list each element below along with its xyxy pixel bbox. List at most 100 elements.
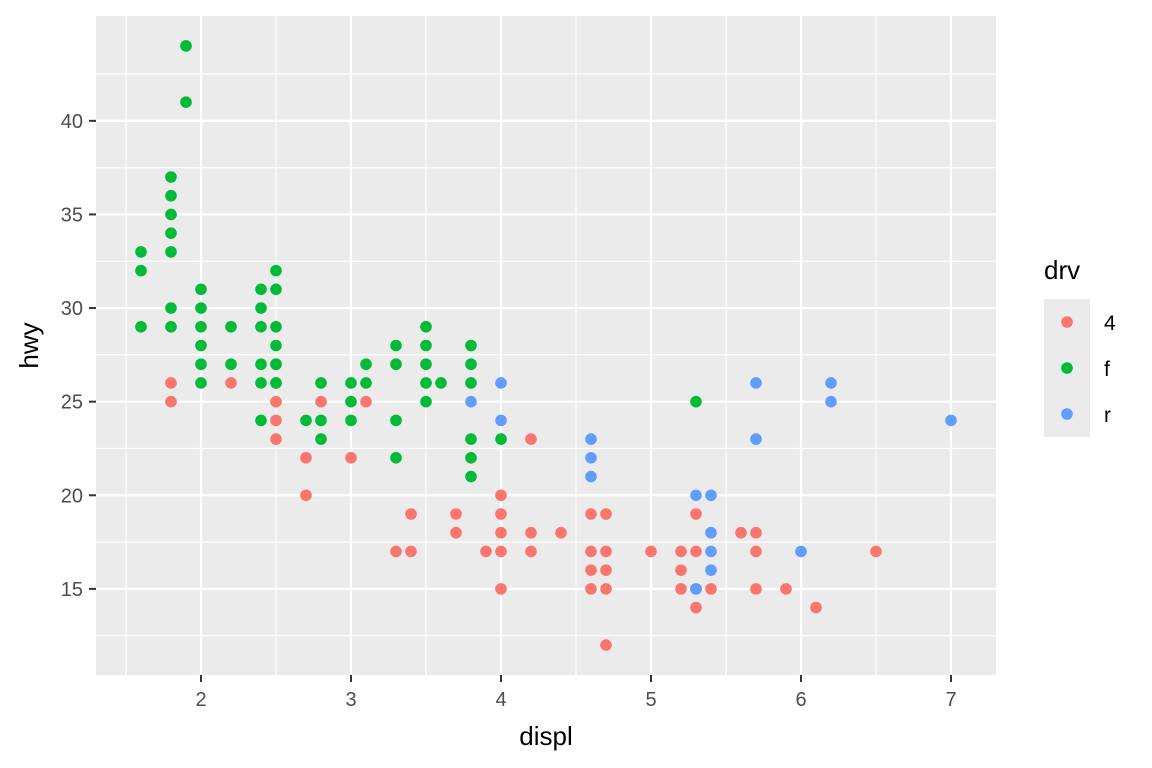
data-point-4 <box>300 452 312 464</box>
legend-label-f: f <box>1104 358 1110 381</box>
data-point-4 <box>495 489 507 502</box>
data-point-f <box>345 377 357 389</box>
data-point-f <box>390 414 402 427</box>
legend-key-f <box>1061 362 1073 374</box>
data-point-4 <box>345 452 357 464</box>
legend-label-4: 4 <box>1104 312 1116 335</box>
data-point-f <box>195 320 207 333</box>
data-point-f <box>165 320 177 333</box>
data-point-r <box>795 545 807 558</box>
data-point-f <box>165 189 177 202</box>
data-point-r <box>585 452 597 464</box>
data-point-f <box>420 395 432 408</box>
data-point-r <box>690 489 702 502</box>
y-tick-label: 35 <box>61 204 83 226</box>
data-point-f <box>315 433 327 445</box>
data-points <box>135 40 957 651</box>
data-point-4 <box>450 526 462 539</box>
data-point-r <box>585 433 597 445</box>
legend-label-r: r <box>1104 404 1111 427</box>
data-point-f <box>135 320 147 333</box>
y-tick-label: 40 <box>61 111 83 133</box>
x-tick-label: 3 <box>345 689 356 711</box>
data-point-4 <box>300 489 312 502</box>
data-point-4 <box>525 526 537 539</box>
legend-entries: 4 fr <box>1061 312 1116 427</box>
data-point-f <box>270 320 282 333</box>
data-point-f <box>465 452 477 464</box>
data-point-4 <box>225 377 237 389</box>
data-point-4 <box>600 583 612 595</box>
data-point-f <box>270 339 282 352</box>
data-point-f <box>255 358 267 371</box>
data-point-r <box>705 489 717 502</box>
data-point-4 <box>690 601 702 614</box>
data-point-f <box>165 227 177 239</box>
data-point-4 <box>585 564 597 576</box>
x-axis-title: displ <box>519 721 572 751</box>
y-tick-label: 30 <box>61 298 83 320</box>
data-point-4 <box>525 545 537 558</box>
data-point-4 <box>705 583 717 595</box>
data-point-4 <box>315 395 327 408</box>
data-point-4 <box>495 583 507 595</box>
x-tick-label: 7 <box>945 689 956 711</box>
data-point-f <box>195 358 207 371</box>
data-point-4 <box>690 508 702 520</box>
data-point-4 <box>480 545 492 558</box>
data-point-f <box>420 358 432 371</box>
y-tick-label: 15 <box>61 579 83 601</box>
y-axis-ticks: 15 20 25 30 35 40 <box>61 111 96 601</box>
data-point-f <box>465 377 477 389</box>
data-point-r <box>495 377 507 389</box>
data-point-r <box>945 414 957 427</box>
data-point-f <box>435 377 447 389</box>
data-point-4 <box>735 526 747 539</box>
data-point-f <box>465 470 477 483</box>
data-point-4 <box>675 545 687 558</box>
data-point-f <box>135 246 147 258</box>
data-point-f <box>270 283 282 296</box>
x-axis-ticks: 2 3 4 5 6 7 <box>195 675 957 711</box>
data-point-r <box>825 377 837 389</box>
plot-panel <box>96 16 996 675</box>
data-point-f <box>255 320 267 333</box>
data-point-4 <box>450 508 462 520</box>
data-point-4 <box>585 583 597 595</box>
data-point-f <box>255 283 267 296</box>
data-point-f <box>255 414 267 427</box>
data-point-4 <box>600 639 612 651</box>
data-point-r <box>705 545 717 558</box>
data-point-f <box>390 452 402 464</box>
x-tick-label: 5 <box>645 689 656 711</box>
data-point-f <box>360 358 372 371</box>
data-point-4 <box>750 545 762 558</box>
data-point-f <box>420 320 432 333</box>
data-point-4 <box>870 545 882 558</box>
data-point-f <box>225 320 237 333</box>
data-point-f <box>390 339 402 352</box>
data-point-f <box>165 246 177 258</box>
data-point-4 <box>585 545 597 558</box>
data-point-f <box>390 358 402 371</box>
data-point-f <box>180 96 192 108</box>
data-point-4 <box>360 395 372 408</box>
data-point-f <box>300 414 312 427</box>
data-point-4 <box>690 545 702 558</box>
legend-key-r <box>1061 408 1073 420</box>
data-point-4 <box>810 601 822 614</box>
data-point-4 <box>585 508 597 520</box>
data-point-4 <box>270 395 282 408</box>
data-point-r <box>585 470 597 483</box>
x-tick-label: 4 <box>495 689 506 711</box>
data-point-4 <box>405 508 417 520</box>
legend-key-4 <box>1061 316 1073 328</box>
data-point-4 <box>675 583 687 595</box>
data-point-r <box>690 583 702 595</box>
data-point-4 <box>600 508 612 520</box>
data-point-r <box>465 395 477 408</box>
data-point-f <box>270 358 282 371</box>
data-point-r <box>750 433 762 445</box>
data-point-f <box>465 339 477 352</box>
